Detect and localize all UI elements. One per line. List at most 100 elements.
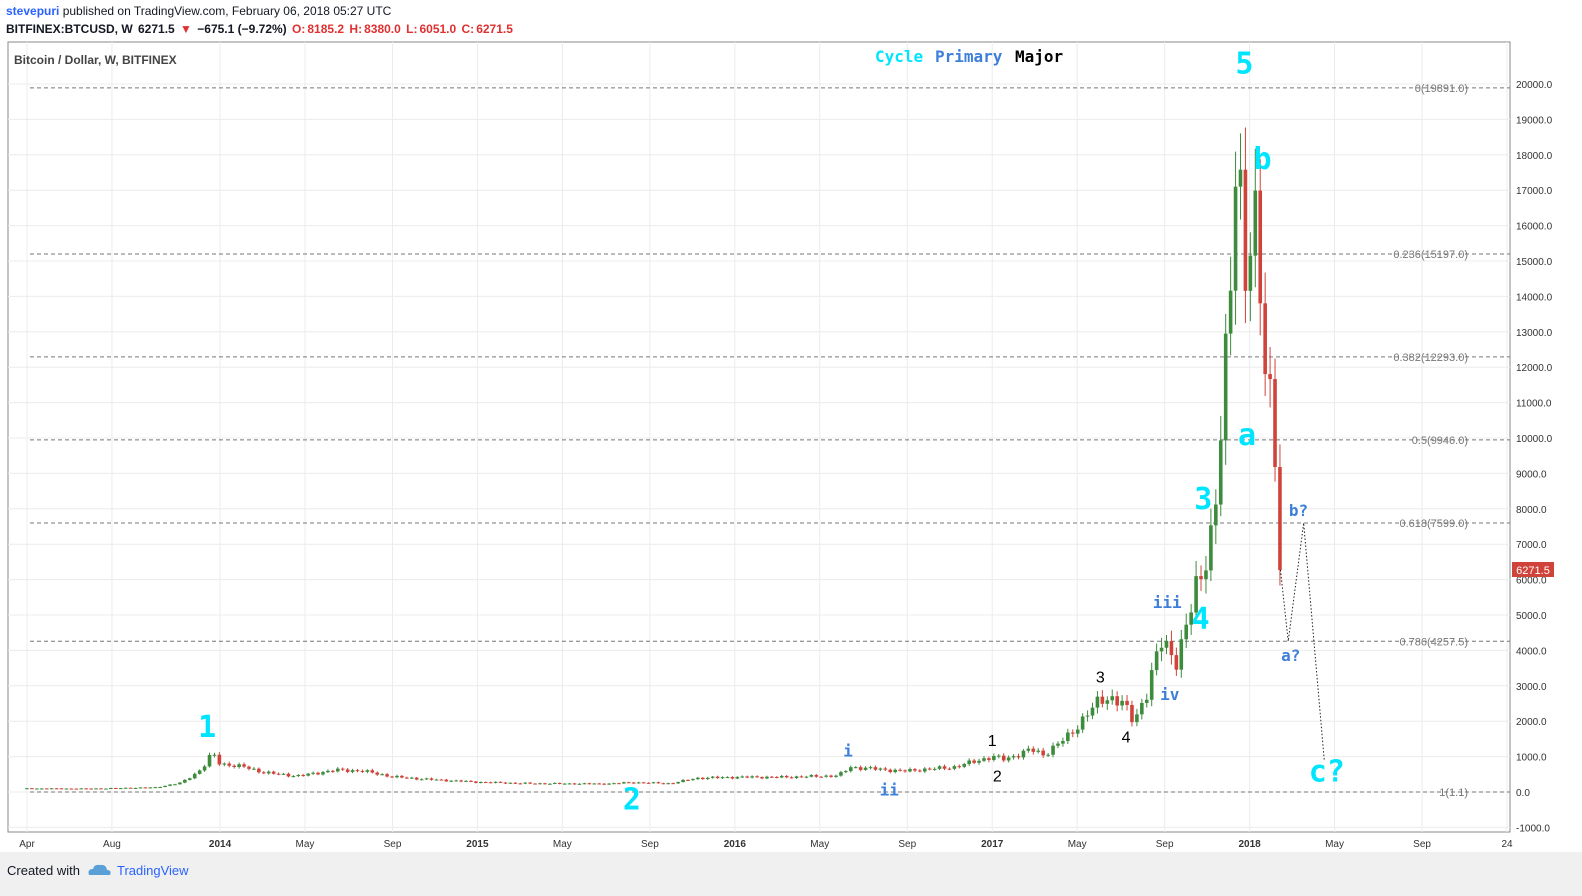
y-tick-label: 14000.0 [1516,292,1553,303]
candle-body [967,760,971,765]
candle-body [1209,525,1213,571]
price-chart[interactable]: 0(19891.0) 0.236(15197.0) 0.382(12293.0) 0.… [0,0,1582,852]
candle-body [385,774,389,777]
candle-body [187,778,192,780]
candle-body [1278,467,1282,570]
last-price: 6271.5 [138,22,175,36]
time-axis[interactable]: Apr Aug 2014 May Sep 2015 May Sep 2016 May Sep 2017… [19,839,1513,850]
fib-label: 0(19891.0) [1415,83,1468,95]
candle-body [755,776,759,778]
candle-body [853,767,858,769]
candle-body [1075,729,1080,734]
candle-body [257,768,261,773]
candle-body [163,785,167,787]
candle-body [779,775,784,778]
candle-body [932,768,937,770]
wave-label-cycle: b [1253,142,1271,177]
wave-label-primary: i [843,742,853,761]
candle-body [1130,704,1134,723]
wave-label-primary: iii [1153,593,1182,612]
y-tick-label: -1000.0 [1516,823,1550,834]
candle-body [202,766,207,771]
candle-body [276,773,281,775]
candle-body [1026,748,1031,751]
candle-body [602,783,606,785]
candle-body [104,788,108,790]
candle-body [400,775,404,778]
y-tick-label: 0.0 [1516,788,1530,799]
candle-body [365,770,370,772]
candle-body [809,775,814,777]
candle-body [99,788,103,790]
wave-label-cycle: 2 [623,783,641,818]
candle-body [143,787,148,789]
tradingview-link[interactable]: TradingView [117,863,189,878]
candle-body [553,782,557,784]
projection-path [1279,522,1325,761]
candle-body [868,767,873,769]
candle-body [562,783,567,785]
candle-body [651,782,656,784]
candle-body [35,788,39,790]
candle-body [848,767,853,772]
candle-body [1031,748,1036,752]
wave-label-cycle: 1 [198,710,216,745]
candle-body [814,775,819,777]
candle-body [592,783,597,785]
candle-body [79,788,84,790]
candle-body [296,775,301,777]
candle-body [1228,290,1233,334]
candle-body [1248,255,1253,291]
candle-body [242,764,246,767]
candle-body [720,777,725,779]
candle-body [686,779,690,781]
candle-body [409,777,414,779]
candle-body [286,773,291,777]
candle-body [261,772,266,774]
candle-body [612,783,616,785]
candle-body [380,774,384,776]
candle-body [696,777,700,780]
candle-body [301,775,306,777]
candle-body [888,769,893,773]
candle-body [1154,651,1159,671]
candle-body [760,777,764,779]
y-tick-label: 3000.0 [1516,682,1547,693]
candle-body [424,778,429,780]
publish-info: published on TradingView.com, February 0… [62,4,392,18]
x-tick-label: Aug [103,839,121,850]
open-value: 8185.2 [307,22,345,36]
candle-body [94,788,98,790]
candle-body [355,770,360,772]
candle-body [710,776,715,778]
y-tick-label: 8000.0 [1516,505,1547,516]
candle-body [548,783,552,785]
candle-body [533,783,537,785]
candle-body [1199,576,1203,580]
candle-body [69,788,74,790]
close-label: C: [461,22,475,36]
candle-body [1214,504,1218,526]
wave-label-primary: ii [880,781,900,800]
author-link[interactable]: stevepuri [6,4,60,18]
candle-body [557,782,562,784]
price-axis[interactable]: -1000.0 0.0 1000.0 2000.0 3000.0 4000.0 5000.0… [1516,80,1553,834]
candle-body [844,771,848,773]
candle-body [1080,716,1085,730]
candle-body [1223,333,1228,441]
candle-body [1194,576,1198,613]
candle-body [1273,379,1277,468]
candle-body [138,787,143,789]
candle-body [1051,745,1055,755]
wave-label-primary: b? [1289,501,1308,520]
wave-label-primary: iv [1160,685,1180,704]
y-tick-label: 7000.0 [1516,540,1547,551]
candle-body [39,788,44,790]
candle-body [745,776,750,778]
candle-body [962,764,967,767]
candle-body [1006,757,1011,761]
ohlc-line: BITFINEX:BTCUSD, W 6271.5 ▼ −675.1 (−9.7… [6,22,515,36]
high-value: 8380.0 [364,22,401,36]
candle-body [794,776,799,778]
